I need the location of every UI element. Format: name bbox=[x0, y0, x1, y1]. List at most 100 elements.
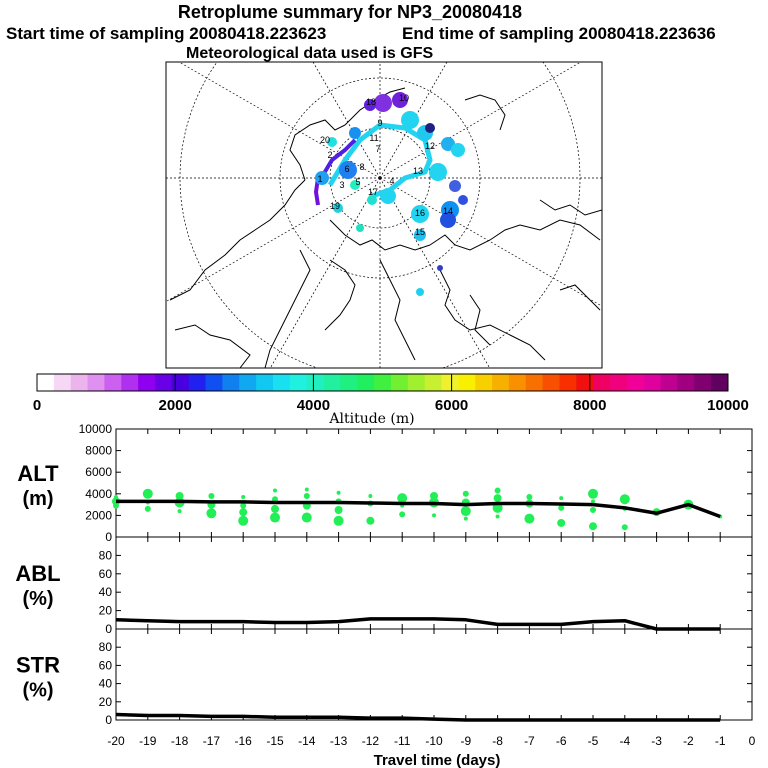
coastline-1 bbox=[289, 119, 346, 181]
map-label-12: 12 bbox=[425, 141, 435, 151]
ytick-label-alt-8000: 8000 bbox=[85, 444, 112, 458]
plume-blob-6 bbox=[451, 143, 465, 157]
colorbar-cell-26 bbox=[475, 374, 493, 391]
end-time-label: End time of sampling 20080418.223636 bbox=[402, 24, 716, 43]
map-label-7: 7 bbox=[375, 144, 380, 154]
xtick-label--19: -19 bbox=[139, 734, 157, 748]
alt-point-14 bbox=[239, 508, 248, 517]
alt-point-50 bbox=[557, 518, 566, 527]
coastline-3 bbox=[329, 219, 431, 251]
alt-point-36 bbox=[432, 513, 436, 518]
colorbar-cell-29 bbox=[525, 374, 544, 391]
plume-blob-18 bbox=[339, 161, 357, 179]
plume-blob-19 bbox=[349, 127, 361, 139]
xtick-label--1: -1 bbox=[715, 734, 726, 748]
xtick-label--6: -6 bbox=[556, 734, 567, 748]
colorbar-cell-27 bbox=[492, 374, 510, 391]
panel-title-alt: ALT bbox=[17, 461, 59, 486]
plume-blob-11 bbox=[440, 212, 456, 228]
colorbar-cell-25 bbox=[458, 374, 476, 391]
alt-point-19 bbox=[270, 512, 280, 523]
xtick-label--5: -5 bbox=[588, 734, 599, 748]
panel-frame-str bbox=[115, 628, 753, 721]
colorbar-cell-35 bbox=[626, 374, 645, 391]
alt-point-51 bbox=[588, 488, 598, 499]
plume-blob-1 bbox=[392, 92, 408, 108]
polar-map: 19 20 18 17 16 15 14 13 12 11 10 9 8 7 65 4 3 2 1 bbox=[165, 61, 603, 369]
map-label-13: 13 bbox=[413, 166, 423, 176]
colorbar-cell-10 bbox=[205, 374, 223, 391]
plume-blob-9 bbox=[458, 195, 468, 205]
colorbar-cell-20 bbox=[374, 374, 392, 391]
xtick-label--18: -18 bbox=[171, 734, 189, 748]
colorbar-cell-37 bbox=[660, 374, 678, 391]
colorbar-cell-34 bbox=[610, 374, 628, 391]
colorbar-cell-9 bbox=[188, 374, 207, 391]
alt-point-13 bbox=[240, 502, 247, 509]
ytick-label-abl-40: 40 bbox=[99, 585, 113, 599]
ytick-label-alt-4000: 4000 bbox=[85, 487, 112, 501]
plume-blob-21 bbox=[333, 203, 343, 213]
ytick-label-str-60: 60 bbox=[99, 658, 113, 672]
meridian-30 bbox=[379, 177, 602, 307]
colorbar-cell-5 bbox=[121, 374, 139, 391]
ytick-label-str-0: 0 bbox=[105, 713, 112, 727]
plume-track-upper bbox=[318, 138, 357, 182]
colorbar-cell-0 bbox=[37, 374, 55, 391]
map-label-4: 4 bbox=[389, 176, 394, 186]
alt-point-48 bbox=[559, 496, 564, 501]
colorbar-ticklabel-2000: 2000 bbox=[159, 397, 192, 414]
plume-blob-15 bbox=[367, 195, 377, 205]
map-label-20: 20 bbox=[320, 135, 330, 145]
ytick-label-abl-80: 80 bbox=[99, 548, 113, 562]
colorbar-cell-17 bbox=[323, 374, 341, 391]
xtick-label--10: -10 bbox=[425, 734, 443, 748]
coastline-10 bbox=[174, 324, 251, 368]
plume-blob-12 bbox=[411, 205, 429, 223]
chart-title: Retroplume summary for NP3_20080418 bbox=[177, 2, 523, 22]
ytick-label-alt-10000: 10000 bbox=[79, 422, 113, 436]
series-line-str bbox=[115, 712, 721, 722]
colorbar-cell-1 bbox=[53, 374, 72, 391]
colorbar-cell-7 bbox=[154, 374, 173, 391]
colorbar-cell-22 bbox=[407, 374, 426, 391]
colorbar-cell-15 bbox=[289, 374, 308, 391]
colorbar-cell-16 bbox=[306, 374, 325, 391]
plume-blob-20 bbox=[327, 137, 337, 147]
colorbar-label: Altitude (m) bbox=[328, 411, 414, 427]
colorbar-cell-32 bbox=[576, 374, 594, 391]
plume-blob-16 bbox=[350, 180, 360, 190]
colorbar-cell-28 bbox=[508, 374, 527, 391]
meridian-240 bbox=[312, 62, 381, 179]
plume-blob-13 bbox=[414, 229, 426, 241]
colorbar-cell-8 bbox=[171, 374, 190, 391]
colorbar-cell-11 bbox=[222, 374, 240, 391]
xtick-label--17: -17 bbox=[203, 734, 221, 748]
colorbar-ticklabel-10000: 10000 bbox=[707, 397, 749, 414]
ytick-label-alt-2000: 2000 bbox=[85, 508, 112, 522]
colorbar-ticklabel-6000: 6000 bbox=[435, 397, 468, 414]
panel-ylabel-alt: (m) bbox=[22, 488, 53, 510]
alt-point-55 bbox=[619, 494, 630, 505]
time-series-panels: 0200040006000800010000ALT(m)020406080ABL… bbox=[15, 422, 755, 768]
plume-blob-0 bbox=[374, 94, 392, 112]
coastline-12 bbox=[464, 94, 506, 131]
plume-blob-17 bbox=[315, 171, 329, 185]
xtick-label--14: -14 bbox=[298, 734, 316, 748]
colorbar-cell-21 bbox=[390, 374, 409, 391]
alt-point-18 bbox=[271, 504, 279, 513]
plume-blob-23 bbox=[416, 288, 424, 296]
alt-point-30 bbox=[366, 516, 375, 525]
map-label-10: 10 bbox=[399, 93, 409, 103]
alt-point-16 bbox=[273, 488, 277, 493]
alt-point-40 bbox=[463, 516, 468, 521]
map-label-5: 5 bbox=[355, 177, 360, 187]
xtick-label--11: -11 bbox=[394, 734, 411, 748]
plume-blob-7 bbox=[429, 163, 447, 181]
alt-point-47 bbox=[524, 513, 535, 524]
alt-point-44 bbox=[495, 514, 500, 519]
series-line-alt bbox=[116, 499, 721, 519]
meridian-210 bbox=[178, 62, 381, 179]
plume-blob-22 bbox=[356, 224, 364, 232]
